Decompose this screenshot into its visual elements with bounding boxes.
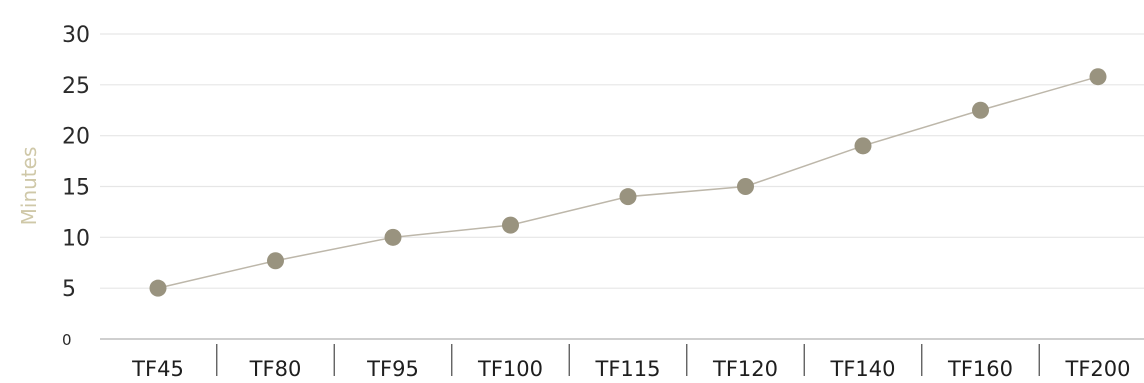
data-point bbox=[384, 228, 402, 246]
y-tick-label: 0 bbox=[62, 331, 72, 349]
y-tick-label: 20 bbox=[62, 125, 90, 150]
series bbox=[149, 68, 1107, 297]
x-axis-ticks: TF45 TF80 TF95 TF100 TF115 TF120 TF140 TF160 TF2… bbox=[131, 357, 1130, 381]
x-tick-label: TF95 bbox=[366, 357, 419, 381]
data-point bbox=[1089, 68, 1107, 86]
data-point bbox=[149, 279, 167, 297]
data-point bbox=[854, 137, 872, 155]
x-tick-label: TF160 bbox=[947, 357, 1013, 381]
x-tick-label: TF120 bbox=[712, 357, 778, 381]
x-tick-label: TF80 bbox=[249, 357, 302, 381]
y-tick-label: 5 bbox=[62, 277, 76, 302]
x-tick-label: TF115 bbox=[595, 357, 661, 381]
y-tick-label: 25 bbox=[62, 74, 90, 99]
data-point bbox=[737, 178, 754, 195]
x-axis-separators bbox=[216, 344, 1040, 376]
series-line bbox=[157, 75, 1099, 289]
data-point bbox=[502, 216, 519, 234]
y-tick-label: 10 bbox=[62, 226, 90, 251]
data-point bbox=[972, 101, 989, 119]
y-tick-label: 30 bbox=[62, 23, 90, 48]
y-axis-ticks: 0 5 10 15 20 25 30 bbox=[62, 23, 90, 349]
x-tick-label: TF45 bbox=[131, 357, 184, 381]
gridlines bbox=[100, 33, 1144, 289]
data-point bbox=[267, 252, 284, 270]
y-tick-label: 15 bbox=[62, 176, 90, 201]
x-tick-label: TF140 bbox=[830, 357, 896, 381]
x-tick-label: TF200 bbox=[1065, 357, 1131, 381]
data-point bbox=[619, 188, 637, 206]
y-axis-label: Minutes bbox=[17, 147, 41, 226]
x-tick-label: TF100 bbox=[477, 357, 543, 381]
